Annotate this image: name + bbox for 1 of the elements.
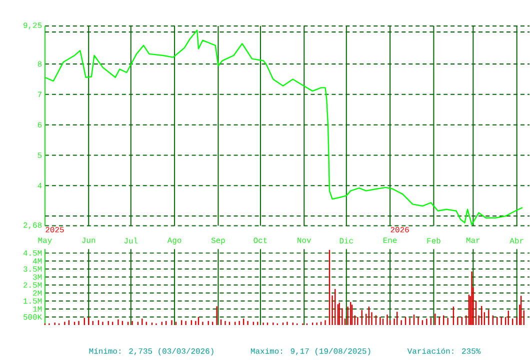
- line-series: [44, 30, 524, 226]
